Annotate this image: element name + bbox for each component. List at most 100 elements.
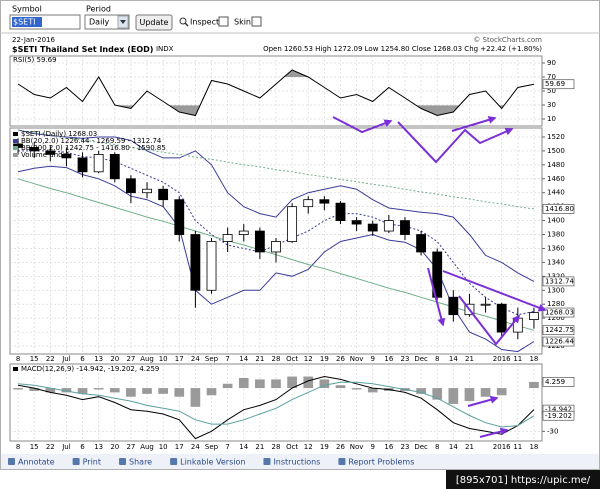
candle-body [158, 188, 169, 201]
value-tag: 1268.03 [545, 309, 574, 317]
y-tick-label: 1260 [547, 314, 565, 322]
x-tick-label: Sep [205, 443, 219, 451]
x-tick-label: Nov [350, 443, 364, 451]
histogram-bar [287, 376, 297, 389]
value-tag: 1416.80 [545, 205, 574, 213]
value-tag: 1312.74 [545, 277, 574, 285]
x-tick-label: 13 [94, 443, 103, 451]
y-tick-label: 30 [547, 101, 556, 109]
update-button[interactable] [135, 14, 173, 31]
x-tick-label: Dec [414, 355, 428, 363]
x-tick-label: 9 [370, 355, 374, 363]
candle-body [480, 303, 491, 306]
candle-body [45, 150, 56, 155]
candle-body [13, 143, 23, 148]
x-tick-label: Aug [140, 443, 154, 451]
histogram-bar [496, 388, 507, 396]
candle-body [61, 153, 72, 159]
legend-swatch [13, 367, 18, 371]
y-tick-label: 1280 [547, 300, 565, 308]
histogram-bar [61, 388, 72, 393]
x-tick-label: 15 [30, 443, 39, 451]
candle-body [271, 241, 281, 253]
candle-body [303, 199, 314, 208]
symbol-label: Symbol [12, 5, 42, 14]
y-tick-label: 1380 [547, 231, 565, 239]
histogram-bar [238, 377, 249, 389]
x-tick-label: 24 [191, 355, 200, 363]
x-tick-label: 13 [94, 355, 103, 363]
candle-body [319, 199, 330, 204]
y-tick-label: -30 [547, 427, 558, 435]
x-tick-label: 6 [80, 355, 85, 363]
bb-lower [17, 165, 535, 353]
macd-line [18, 375, 535, 440]
inspect-checkbox[interactable] [218, 16, 229, 27]
x-tick-label: 12 [304, 443, 313, 451]
footer-link[interactable]: Annotate [18, 458, 55, 467]
value-tag: -19.202 [545, 412, 572, 420]
annotation-arrow [458, 295, 521, 346]
skin-label: Skin [234, 18, 251, 27]
histogram-bar [319, 379, 330, 389]
candle-body [351, 220, 362, 225]
rsi-line [17, 69, 535, 117]
watermark: [895x701] https://upic.me/ [456, 475, 591, 486]
x-tick-label: 23 [401, 355, 410, 363]
footer-icon [8, 458, 15, 465]
x-tick-label: 14 [449, 355, 458, 363]
x-tick-label: 17 [175, 443, 184, 451]
footer-link[interactable]: Print [83, 458, 101, 467]
candle-body [190, 234, 201, 291]
candle-body [238, 230, 249, 235]
footer-icon [263, 458, 271, 465]
x-tick-label: 19 [320, 443, 329, 451]
candle-body [206, 241, 217, 291]
candle-body [287, 206, 298, 242]
x-tick-label: Dec [414, 443, 428, 451]
footer-link[interactable]: Instructions [273, 458, 320, 467]
histogram-bar [303, 376, 314, 389]
y-tick-label: 90 [547, 59, 556, 67]
histogram-bar [529, 381, 539, 389]
footer-link[interactable]: Linkable Version [180, 458, 245, 467]
footer-link[interactable]: Report Problems [348, 458, 414, 467]
footer-link[interactable]: Share [129, 458, 152, 467]
footer-icon [338, 458, 346, 465]
x-tick-label: 7 [225, 443, 229, 451]
value-tag-box [542, 325, 575, 336]
y-tick-label: 50 [547, 87, 556, 95]
y-tick-label: 1360 [547, 244, 565, 252]
annotation-trendline [442, 270, 547, 312]
select-arrow [120, 20, 126, 24]
x-tick-label: 28 [272, 355, 281, 363]
x-tick-label: 23 [401, 443, 410, 451]
annotation-arrow [467, 395, 499, 407]
histogram-bar [109, 388, 120, 393]
x-tick-label: 28 [272, 443, 281, 451]
x-tick-label: 10 [159, 355, 168, 363]
x-tick-label: 6 [80, 443, 85, 451]
histogram-bar [448, 388, 459, 404]
legend-entry: RSI(5) 59.69 [13, 56, 57, 64]
histogram-bar [271, 379, 281, 389]
x-tick-label: Oct [286, 443, 298, 451]
histogram-bar [77, 388, 88, 394]
legend-swatch [13, 132, 18, 136]
x-tick-label: 22 [46, 443, 55, 451]
candle-body [400, 220, 410, 235]
histogram-bar [190, 388, 201, 407]
skin-checkbox[interactable] [251, 16, 262, 27]
annotation-arrow [332, 116, 393, 134]
candle-body [77, 157, 88, 173]
x-tick-label: 21 [465, 355, 474, 363]
x-tick-label: 11 [513, 355, 522, 363]
x-tick-label: 2016 [493, 443, 511, 451]
x-tick-label: 11 [513, 443, 522, 451]
macd-panel [9, 363, 543, 442]
toolbar: Symbol $SETI Period Daily Update Inspect… [0, 5, 600, 34]
exchange: INDX [156, 45, 174, 53]
signal-line [18, 381, 535, 428]
y-tick-label: 1520 [547, 133, 565, 141]
y-tick-label: 1340 [547, 258, 565, 266]
